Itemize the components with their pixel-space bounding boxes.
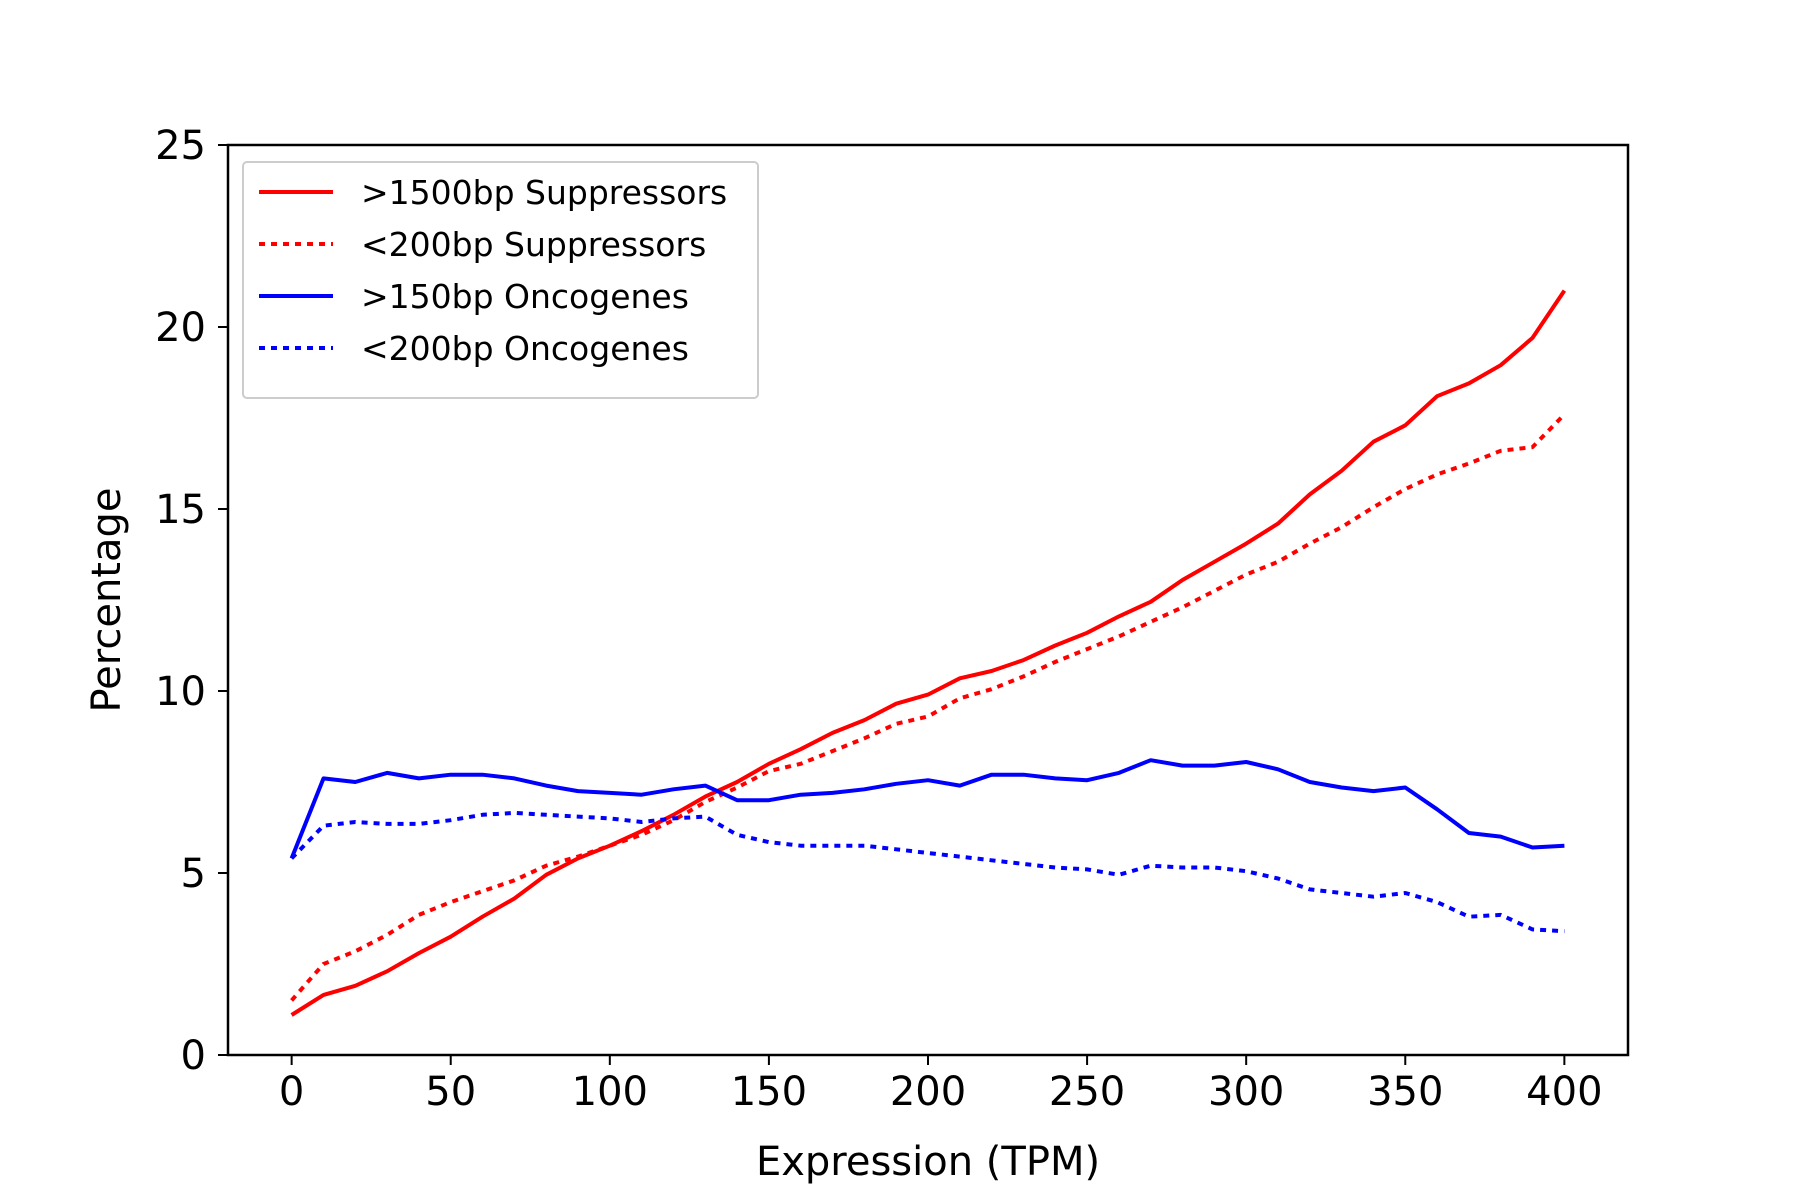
x-tick-label: 350 bbox=[1367, 1069, 1443, 1115]
legend-label: <200bp Suppressors bbox=[361, 225, 706, 264]
legend-box bbox=[242, 161, 759, 399]
ticks-layer: 0 50 100 150 200 250 300 350 400 0 5 10 15 20 25 bbox=[155, 123, 1602, 1115]
legend-items: >1500bp Suppressors <200bp Suppressors >15… bbox=[259, 173, 727, 368]
legend: >1500bp Suppressors <200bp Suppressors >15… bbox=[242, 161, 759, 399]
y-tick-label: 15 bbox=[155, 487, 206, 533]
x-tick-label: 150 bbox=[731, 1069, 807, 1115]
y-tick-label: 10 bbox=[155, 669, 206, 715]
series-line-3 bbox=[289, 758, 1565, 860]
x-tick-label: 250 bbox=[1049, 1069, 1125, 1115]
x-axis-label: Expression (TPM) bbox=[756, 1139, 1100, 1185]
y-tick-label: 20 bbox=[155, 305, 206, 351]
legend-label: <200bp Oncogenes bbox=[361, 329, 689, 368]
legend-label: >150bp Oncogenes bbox=[361, 277, 689, 316]
x-tick-label: 300 bbox=[1208, 1069, 1284, 1115]
x-tick-label: 0 bbox=[279, 1069, 304, 1115]
legend-label: >1500bp Suppressors bbox=[361, 173, 727, 212]
x-tick-label: 200 bbox=[890, 1069, 966, 1115]
x-tick-label: 400 bbox=[1526, 1069, 1602, 1115]
y-tick-label: 0 bbox=[181, 1033, 206, 1079]
x-tick-label: 100 bbox=[572, 1069, 648, 1115]
y-axis-label: Percentage bbox=[84, 487, 130, 712]
x-tick-label: 50 bbox=[425, 1069, 476, 1115]
y-tick-label: 5 bbox=[181, 851, 206, 897]
series-line-1 bbox=[290, 289, 1567, 1017]
y-tick-label: 25 bbox=[155, 123, 206, 169]
series-layer bbox=[289, 289, 1567, 1017]
